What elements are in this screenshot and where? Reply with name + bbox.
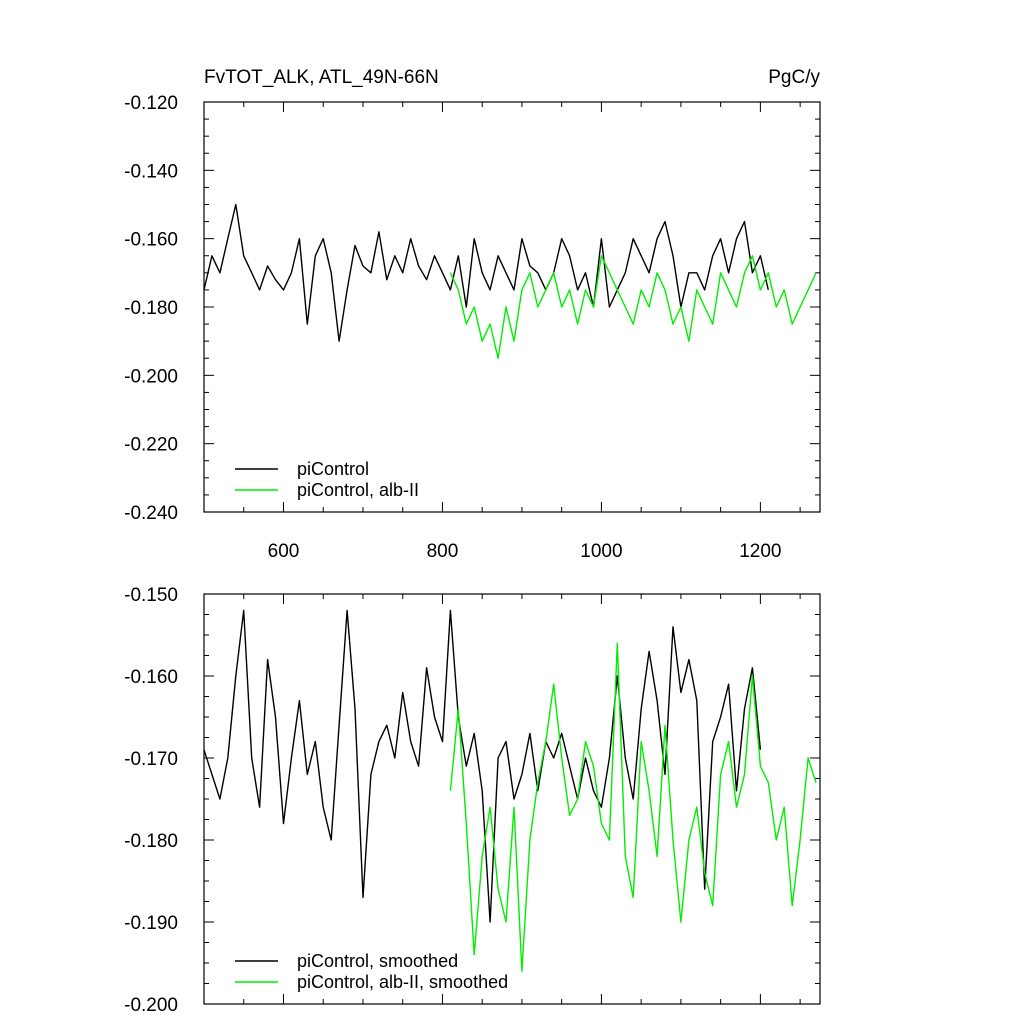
top-x-tick-label: 1000 <box>580 541 622 562</box>
bottom-y-tick-label: -0.170 <box>124 749 178 770</box>
chart-title: FvTOT_ALK, ATL_49N-66N <box>204 67 439 88</box>
top-y-tick-label: -0.160 <box>124 230 178 251</box>
bottom-series-line-0 <box>203 609 762 923</box>
bottom-plot-frame <box>203 593 821 1005</box>
bottom-ticks <box>203 593 820 1005</box>
top-x-tick-labels: 600 800 1000 1200 <box>268 541 782 562</box>
bottom-y-tick-label: -0.190 <box>124 913 178 934</box>
top-legend-label-1: piControl, alb-II <box>297 480 419 500</box>
top-y-tick-label: -0.180 <box>124 298 178 319</box>
top-x-tick-label: 800 <box>427 541 459 562</box>
bottom-series-lines <box>203 609 817 972</box>
units-label: PgC/y <box>768 67 820 88</box>
bottom-y-tick-label: -0.180 <box>124 831 178 852</box>
bottom-y-tick-label: -0.160 <box>124 667 178 688</box>
top-series-line-1 <box>449 255 817 359</box>
top-series-line-0 <box>203 203 769 342</box>
bottom-y-tick-label: -0.200 <box>124 995 178 1016</box>
top-x-tick-label: 1200 <box>739 541 781 562</box>
bottom-y-tick-labels: -0.200 -0.190 -0.180 -0.170 -0.160 -0.150 <box>124 585 178 1016</box>
top-y-tick-labels: -0.240 -0.220 -0.200 -0.180 -0.160 -0.140 -0.1… <box>124 93 178 524</box>
bottom-legend-label-0: piControl, smoothed <box>297 951 458 971</box>
top-ticks <box>203 101 820 513</box>
bottom-legend-label-1: piControl, alb-II, smoothed <box>297 972 508 992</box>
bottom-panel: -0.200 -0.190 -0.180 -0.170 -0.160 -0.150 piC… <box>124 585 821 1016</box>
top-y-tick-label: -0.240 <box>124 503 178 524</box>
bottom-series-line-1 <box>449 642 817 972</box>
top-y-tick-label: -0.140 <box>124 161 178 182</box>
bottom-y-tick-label: -0.150 <box>124 585 178 606</box>
top-plot-frame <box>203 101 821 513</box>
top-series-lines <box>203 203 817 359</box>
top-legend-label-0: piControl <box>297 459 369 479</box>
top-panel: FvTOT_ALK, ATL_49N-66N PgC/y -0.240 -0.22… <box>124 67 821 562</box>
top-y-tick-label: -0.120 <box>124 93 178 114</box>
top-y-tick-label: -0.200 <box>124 366 178 387</box>
top-y-tick-label: -0.220 <box>124 435 178 456</box>
top-x-tick-label: 600 <box>268 541 300 562</box>
